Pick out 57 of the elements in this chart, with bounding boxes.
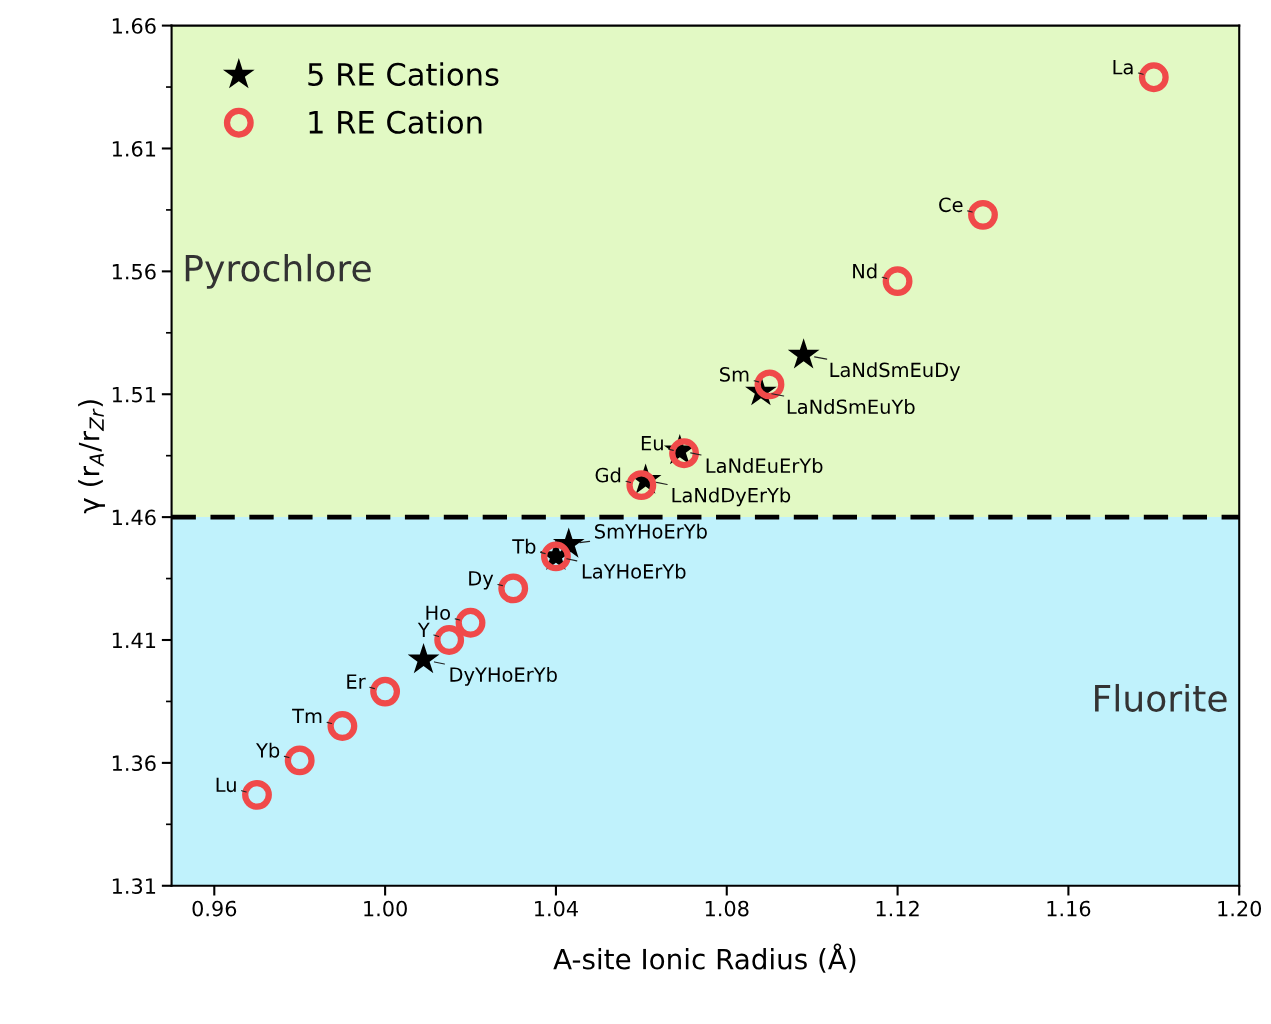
point (754, 369, 785, 400)
y-tick-label: 1.41 (112, 632, 156, 648)
annotation: Ce (939, 197, 963, 213)
x-tick-label: 1.04 (535, 900, 578, 917)
point (626, 470, 657, 501)
y-tick-label: 1.31 (112, 878, 156, 894)
x-tick-label: 1.08 (705, 900, 749, 917)
point (498, 573, 529, 604)
annotation: Dy (469, 571, 494, 590)
y-tick-label: 1.61 (112, 140, 156, 157)
point (284, 745, 315, 776)
annotation: LaNdSmEuYb (787, 399, 915, 415)
annotation: Y (417, 622, 430, 638)
y-axis-title: γ (r$_{A}$/r$_{Zr}$) (78, 400, 105, 514)
y-tick-label: 1.56 (112, 263, 156, 280)
annotation: DyYHoErYb (450, 666, 557, 686)
y-tick-label: 1.36 (112, 755, 156, 772)
annotation: Nd (853, 263, 877, 279)
point (455, 607, 486, 638)
point (434, 625, 465, 655)
x-tick-label: 0.96 (192, 900, 237, 917)
annotation: Tm (292, 708, 322, 724)
annotation: Gd (595, 467, 621, 483)
point (1138, 62, 1169, 93)
point (407, 642, 440, 674)
annotation: Er (347, 674, 366, 689)
point (669, 438, 699, 469)
annotation: LaNdSmEuDy (830, 362, 961, 381)
annotation: Lu (216, 777, 236, 793)
annotation: LaNdEuErYb (706, 458, 823, 474)
x-tick-label: 1.12 (876, 900, 919, 917)
annotation: Ho (426, 605, 451, 621)
band-label: Pyrochlore (185, 253, 371, 289)
x-tick-label: 1.16 (1047, 900, 1091, 917)
point (882, 266, 913, 297)
point (242, 779, 272, 810)
point (968, 199, 998, 230)
band-label: Fluorite (1095, 683, 1227, 712)
point (327, 711, 358, 741)
legend-label: 5 RE Cations (308, 62, 499, 86)
point (787, 338, 820, 369)
annotation: Sm (720, 367, 749, 382)
x-axis-title: A-site Ionic Radius (Å) (553, 943, 856, 973)
x-tick-label: 1.00 (364, 900, 407, 917)
annotation: SmYHoErYb (595, 523, 707, 539)
annotation: LaNdDyErYb (672, 487, 791, 507)
y-tick-label: 1.66 (112, 18, 156, 34)
x-tick-label: 1.20 (1218, 900, 1262, 917)
legend-label: 1 RE Cation (309, 110, 482, 134)
annotation: La (1113, 60, 1133, 75)
y-tick-label: 1.46 (112, 509, 156, 526)
point (370, 676, 401, 707)
y-tick-label: 1.51 (112, 386, 156, 403)
annotation: Tb (512, 538, 536, 554)
annotation: Yb (256, 742, 280, 758)
annotation: Eu (641, 436, 663, 451)
annotation: LaYHoErYb (582, 563, 686, 579)
